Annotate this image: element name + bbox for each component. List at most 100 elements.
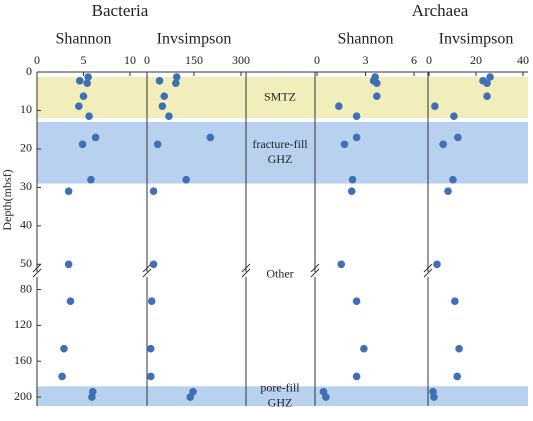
- zone-band: [37, 77, 528, 119]
- data-point: [85, 112, 93, 121]
- data-point: [146, 372, 155, 381]
- x-tick-label: 10: [124, 53, 136, 67]
- data-point: [64, 260, 73, 269]
- axis-break: [423, 263, 433, 273]
- axis-break: [142, 263, 152, 273]
- data-point: [486, 73, 494, 81]
- data-point: [451, 297, 459, 305]
- data-point: [182, 175, 190, 184]
- y-tick-label: 50: [20, 256, 32, 270]
- x-tick-label: 0: [426, 53, 432, 67]
- data-point: [149, 260, 158, 269]
- data-point: [146, 344, 155, 353]
- data-point: [88, 393, 96, 401]
- y-tick-label: 0: [26, 64, 32, 78]
- axis-break: [423, 268, 433, 278]
- data-point: [155, 77, 164, 85]
- data-point: [449, 175, 457, 184]
- data-point: [483, 79, 491, 87]
- data-point: [352, 372, 361, 381]
- axis-break: [310, 263, 320, 273]
- x-tick-label: 3: [363, 53, 369, 67]
- y-tick-label: 40: [20, 218, 32, 232]
- data-point: [322, 393, 330, 401]
- zone-band: [37, 122, 528, 184]
- data-point: [66, 297, 75, 305]
- data-point: [149, 187, 158, 196]
- data-point: [147, 297, 156, 305]
- data-point: [373, 79, 381, 87]
- data-point: [454, 133, 462, 142]
- data-point: [455, 344, 463, 353]
- data-point: [172, 79, 180, 87]
- data-point: [450, 112, 458, 121]
- axis-break: [241, 263, 251, 273]
- data-point: [153, 140, 162, 149]
- panel-title: Shannon: [338, 31, 394, 48]
- data-point: [87, 175, 95, 184]
- data-point: [352, 112, 361, 121]
- y-tick-label: 10: [20, 102, 32, 116]
- axis-break: [310, 268, 320, 278]
- data-point: [158, 102, 167, 111]
- data-point: [186, 393, 195, 401]
- data-point: [453, 372, 462, 381]
- data-point: [483, 92, 491, 101]
- y-tick-label: 160: [14, 353, 32, 367]
- data-point: [75, 77, 84, 85]
- data-point: [84, 73, 92, 81]
- x-tick-label: 6: [411, 53, 417, 67]
- data-point: [431, 102, 439, 111]
- data-point: [444, 187, 452, 196]
- data-point: [430, 393, 438, 401]
- data-point: [165, 112, 173, 121]
- zone-label: fracture-fill: [252, 137, 308, 151]
- x-tick-label: 5: [81, 53, 87, 67]
- axis-break: [32, 268, 42, 278]
- data-point: [58, 372, 66, 381]
- y-tick-label: 80: [20, 281, 32, 295]
- panel-title: Invsimpson: [157, 31, 232, 48]
- data-point: [348, 175, 357, 184]
- data-point: [360, 344, 368, 353]
- x-tick-label: 40: [517, 53, 529, 67]
- data-point: [172, 73, 181, 81]
- x-tick-label: 300: [232, 53, 250, 67]
- data-point: [335, 102, 343, 111]
- x-tick-label: 0: [314, 53, 320, 67]
- axis-break: [32, 263, 42, 273]
- y-tick-label: 30: [20, 179, 32, 193]
- data-point: [433, 260, 441, 269]
- data-point: [337, 260, 346, 269]
- x-tick-label: 150: [185, 53, 203, 67]
- data-point: [352, 133, 361, 142]
- data-point: [83, 79, 92, 87]
- data-point: [439, 140, 447, 149]
- data-point: [78, 140, 87, 149]
- x-tick-label: 20: [470, 53, 482, 67]
- zone-label: pore-fill: [260, 380, 300, 394]
- data-point: [160, 92, 169, 101]
- group-title: Bacteria: [92, 1, 149, 20]
- data-point: [79, 92, 88, 101]
- y-tick-label: 200: [14, 389, 32, 403]
- data-point: [206, 133, 215, 142]
- axis-break: [142, 268, 152, 278]
- zone-band: [37, 386, 528, 406]
- y-tick-label: 120: [14, 317, 32, 331]
- x-tick-label: 0: [144, 53, 150, 67]
- zone-label: GHZ: [268, 152, 293, 166]
- panel-title: Shannon: [56, 31, 112, 48]
- data-point: [64, 187, 73, 196]
- data-point: [340, 140, 349, 149]
- y-tick-label: 20: [20, 141, 32, 155]
- data-point: [75, 102, 83, 111]
- panel-title: Invsimpson: [439, 31, 514, 48]
- group-title: Archaea: [412, 1, 469, 20]
- x-tick-label: 0: [34, 53, 40, 67]
- y-axis-label: Depth(mbsf): [0, 169, 14, 230]
- zone-label: GHZ: [268, 395, 293, 409]
- zone-label: SMTZ: [264, 89, 296, 103]
